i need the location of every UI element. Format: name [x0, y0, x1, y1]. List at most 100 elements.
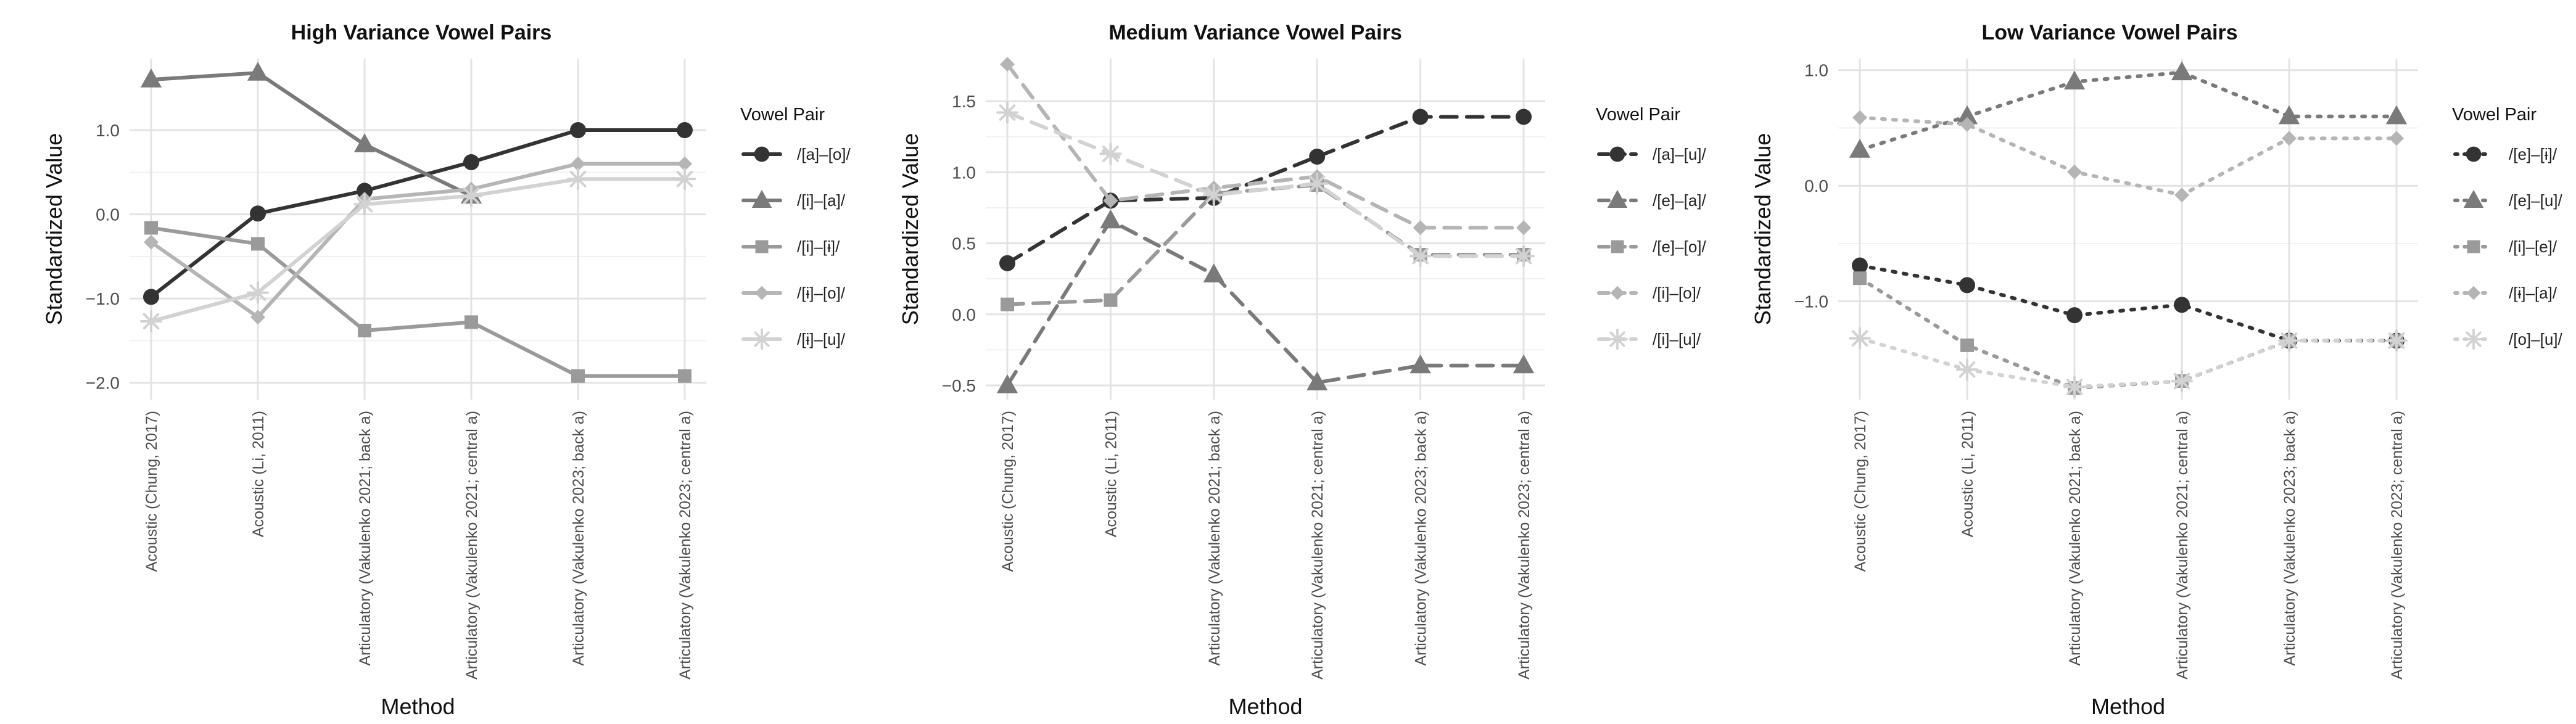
- x-tick-label: Articulatory (Vakulenko 2021; back a): [357, 411, 374, 666]
- legend-key-marker: [2462, 328, 2485, 350]
- legend-label: /[a]–[u]/: [1653, 145, 1706, 163]
- legend-key-marker: [2466, 286, 2481, 300]
- series-line: [149, 177, 687, 324]
- data-point: [247, 281, 269, 304]
- data-point: [358, 324, 371, 338]
- data-point: [1100, 209, 1121, 229]
- series-line: [149, 226, 687, 378]
- data-point: [677, 122, 693, 139]
- legend-label: /[e]–[u]/: [2509, 191, 2562, 210]
- x-tick-label: Articulatory (Vakulenko 2021; central a): [2174, 411, 2191, 680]
- data-point: [1959, 277, 1975, 294]
- data-point: [996, 374, 1018, 393]
- data-point: [2066, 307, 2083, 324]
- x-tick-label: Articulatory (Vakulenko 2023; central a): [1516, 411, 1533, 680]
- data-point: [996, 101, 1018, 124]
- series-5: [1849, 327, 2408, 398]
- x-tick-label: Articulatory (Vakulenko 2023; back a): [570, 411, 587, 666]
- data-point: [567, 168, 589, 191]
- data-point: [1849, 327, 1871, 350]
- x-tick-label: Acoustic (Chung, 2017): [1852, 411, 1869, 572]
- x-tick-label: Articulatory (Vakulenko 2021; central a): [1309, 411, 1326, 680]
- series-5: [996, 101, 1535, 268]
- panel-2: 1.5 1.0 0.5 0.0 −0.5 Acoustic (Chung, 2017) Ac…: [898, 21, 1706, 719]
- data-point: [144, 234, 159, 250]
- y-tick-label: −1.0: [1794, 292, 1828, 311]
- data-point: [2063, 376, 2086, 398]
- data-point: [2174, 187, 2189, 203]
- panel-3: 1.0 0.0 −1.0 Acoustic (Chung, 2017) Acoustic…: [1750, 21, 2562, 719]
- data-point: [2278, 105, 2300, 125]
- series-3: [144, 221, 691, 383]
- data-point: [1103, 193, 1118, 208]
- data-point: [1853, 271, 1867, 286]
- series-4: [1852, 110, 2404, 203]
- series-1: [1852, 257, 2405, 349]
- y-axis-label: Standardized Value: [898, 133, 923, 326]
- data-point: [1516, 109, 1532, 125]
- series-1: [143, 122, 693, 305]
- data-point: [1000, 57, 1015, 72]
- data-point: [1202, 184, 1225, 207]
- legend-title: Vowel Pair: [1596, 105, 1680, 125]
- series-line: [1858, 276, 2398, 390]
- data-point: [1309, 148, 1326, 165]
- data-point: [674, 168, 696, 191]
- legend-key-marker: [2466, 146, 2482, 162]
- legend-key-marker: [2467, 240, 2480, 253]
- series-line: [1858, 70, 2398, 152]
- y-tick-label: 1.0: [96, 121, 120, 140]
- data-point: [144, 221, 158, 235]
- data-point: [1307, 371, 1328, 390]
- panel-1: 1.0 0.0 −1.0 −2.0 Acoustic (Chung, 2017) Acou…: [41, 21, 851, 719]
- y-tick-label: 0.0: [952, 305, 976, 324]
- legend-title: Vowel Pair: [740, 105, 825, 125]
- x-tick-label: Articulatory (Vakulenko 2023; central a): [677, 411, 694, 680]
- data-point: [1203, 263, 1224, 282]
- y-axis-label: Standardized Value: [1750, 133, 1775, 326]
- y-tick-label: 0.0: [1804, 176, 1828, 195]
- series-line: [149, 128, 687, 299]
- x-axis-label: Method: [1228, 694, 1302, 719]
- legend-title: Vowel Pair: [2452, 105, 2537, 125]
- legend-key-marker: [1611, 240, 1624, 253]
- data-point: [2385, 105, 2408, 125]
- data-point: [999, 255, 1015, 271]
- data-point: [250, 310, 265, 325]
- legend-label: /[a]–[o]/: [797, 145, 851, 163]
- x-tick-label: Acoustic (Li, 2011): [1102, 411, 1120, 537]
- series-2: [1849, 61, 2408, 158]
- data-point: [464, 315, 478, 329]
- series-line: [1858, 115, 2398, 197]
- x-tick-label: Articulatory (Vakulenko 2023; back a): [2281, 411, 2298, 666]
- legend-label: /[i]–[ɨ]/: [797, 237, 840, 256]
- legend-label: /[ɨ]–[a]/: [2509, 284, 2557, 302]
- data-point: [2282, 131, 2297, 146]
- data-point: [571, 156, 585, 171]
- legend-label: /[i]–[o]/: [1653, 284, 1701, 302]
- data-point: [1956, 358, 1978, 381]
- legend-key-marker: [754, 286, 769, 300]
- x-axis-label: Method: [381, 694, 455, 719]
- data-point: [1956, 105, 1978, 125]
- chart-title: Low Variance Vowel Pairs: [1981, 21, 2237, 44]
- data-point: [251, 237, 265, 251]
- data-point: [353, 193, 376, 216]
- series-line: [1005, 110, 1525, 258]
- series-line: [149, 71, 473, 198]
- data-point: [1412, 109, 1429, 125]
- x-tick-label: Acoustic (Chung, 2017): [143, 411, 160, 572]
- series-line: [149, 162, 687, 319]
- legend-label: /[ɨ]–[o]/: [797, 284, 846, 302]
- series-3: [1001, 178, 1530, 311]
- legend-label: /[e]–[a]/: [1653, 191, 1706, 210]
- legend-key-marker: [751, 328, 773, 350]
- data-point: [1852, 110, 1867, 125]
- chart-title: Medium Variance Vowel Pairs: [1108, 21, 1402, 44]
- data-point: [357, 183, 373, 199]
- x-tick-label: Articulatory (Vakulenko 2023; central a): [2388, 411, 2406, 680]
- x-tick-label: Acoustic (Li, 2011): [1959, 411, 1976, 537]
- data-point: [677, 156, 692, 171]
- data-point: [2063, 70, 2086, 90]
- y-tick-label: 0.0: [96, 205, 120, 224]
